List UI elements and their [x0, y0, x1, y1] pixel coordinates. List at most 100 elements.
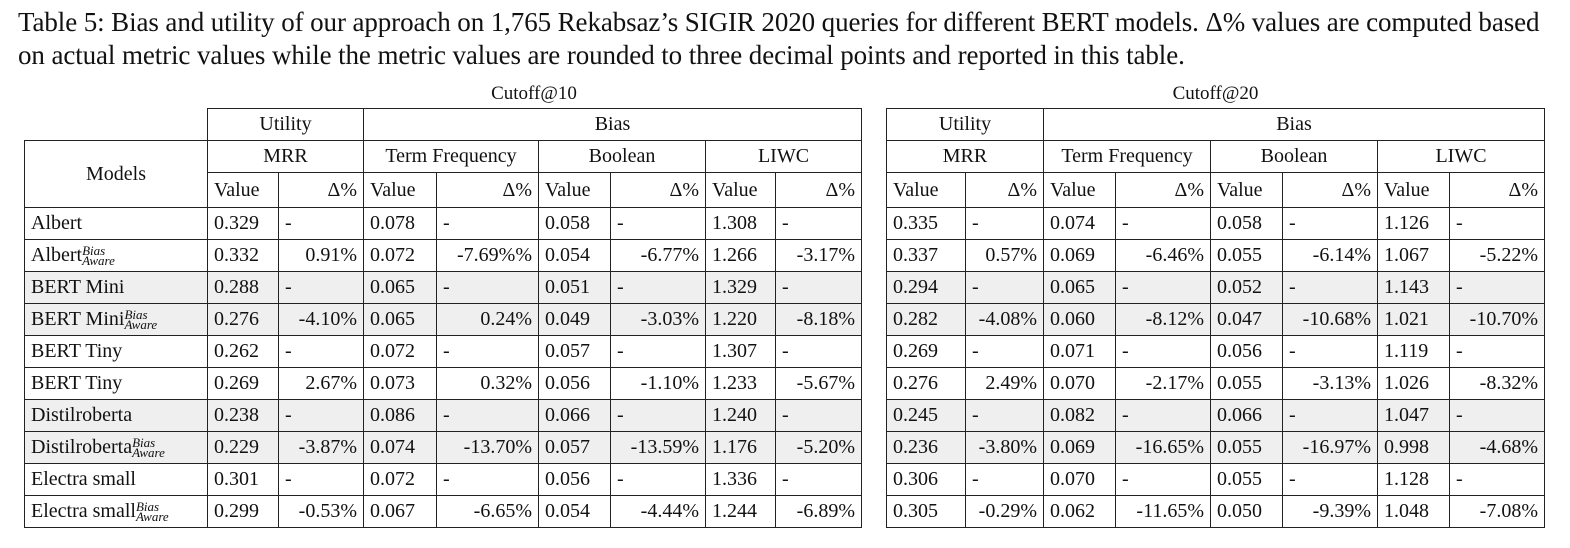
delta-cell: -6.77%	[610, 239, 706, 272]
value-header: Value	[1377, 172, 1450, 208]
value-cell: 0.057	[538, 335, 611, 368]
delta-cell: -6.46%	[1115, 239, 1211, 272]
delta-cell: -0.29%	[965, 495, 1044, 528]
value-cell: 0.069	[1043, 431, 1116, 464]
subheader-row: Value Δ% Value Δ% Value Δ% Value Δ%	[886, 172, 1545, 208]
delta-cell: 2.49%	[965, 367, 1044, 400]
model-name: BERT Tiny	[31, 372, 123, 394]
table-row: BERT Mini Bias Aware 0.276 -4.10% 0.065 0.24% 0…	[24, 303, 862, 336]
model-name: Electra small	[31, 468, 136, 490]
boolean-header: Boolean	[538, 140, 706, 173]
value-cell: 0.056	[1210, 335, 1283, 368]
value-cell: 1.126	[1377, 207, 1450, 240]
table-row: 0.335-0.074-0.058-1.126-	[886, 207, 1545, 240]
delta-cell: -	[278, 207, 364, 240]
delta-cell: -	[436, 335, 539, 368]
mrr-header: MRR	[207, 140, 364, 173]
value-cell: 1.176	[705, 431, 776, 464]
delta-cell: -7.08%	[1449, 495, 1545, 528]
value-cell: 1.119	[1377, 335, 1450, 368]
delta-cell: -	[610, 335, 706, 368]
delta-cell: -5.22%	[1449, 239, 1545, 272]
value-cell: 0.057	[538, 431, 611, 464]
delta-cell: -	[1115, 463, 1211, 496]
value-cell: 0.998	[1377, 431, 1450, 464]
delta-cell: -	[775, 335, 862, 368]
bias-superscript: Bias	[132, 435, 156, 451]
value-cell: 0.054	[538, 495, 611, 528]
value-cell: 1.244	[705, 495, 776, 528]
delta-cell: -	[1115, 207, 1211, 240]
utility-header: Utility	[207, 108, 364, 141]
value-cell: 0.060	[1043, 303, 1116, 336]
value-cell: 0.086	[363, 399, 437, 432]
delta-cell: 0.32%	[436, 367, 539, 400]
value-header: Value	[886, 172, 966, 208]
delta-cell: -	[965, 335, 1044, 368]
table-caption: Table 5: Bias and utility of our approac…	[18, 7, 1540, 70]
value-cell: 0.049	[538, 303, 611, 336]
value-cell: 0.294	[886, 271, 966, 304]
delta-cell: -	[1282, 399, 1378, 432]
value-cell: 0.245	[886, 399, 966, 432]
delta-cell: -16.65%	[1115, 431, 1211, 464]
delta-cell: -16.97%	[1282, 431, 1378, 464]
value-cell: 0.082	[1043, 399, 1116, 432]
value-cell: 0.262	[207, 335, 279, 368]
delta-cell: 2.67%	[278, 367, 364, 400]
value-cell: 1.233	[705, 367, 776, 400]
table-row: 0.236 -3.80% 0.069 -16.65% 0.055 -16.97% 0.998…	[886, 431, 1545, 464]
delta-header: Δ%	[436, 172, 539, 208]
delta-cell: -3.13%	[1282, 367, 1378, 400]
value-cell: 0.066	[538, 399, 611, 432]
value-cell: 0.070	[1043, 367, 1116, 400]
value-cell: 0.269	[886, 335, 966, 368]
delta-cell: -	[610, 271, 706, 304]
delta-cell: -6.89%	[775, 495, 862, 528]
table-row: Distilroberta Bias Aware 0.229 -3.87% 0.074 -1…	[24, 431, 862, 464]
table-row: 0.294-0.065-0.052-1.143-	[886, 271, 1545, 304]
value-cell: 0.072	[363, 335, 437, 368]
value-cell: 1.021	[1377, 303, 1450, 336]
delta-cell: -8.32%	[1449, 367, 1545, 400]
bias-superscript: Bias	[124, 307, 148, 323]
delta-header: Δ%	[278, 172, 364, 208]
value-cell: 0.051	[538, 271, 611, 304]
aware-subscript: Aware	[82, 253, 115, 269]
bias-header: Bias	[1043, 108, 1545, 141]
value-cell: 0.067	[363, 495, 437, 528]
delta-cell: -11.65%	[1115, 495, 1211, 528]
utility-header: Utility	[886, 108, 1044, 141]
delta-cell: -	[610, 207, 706, 240]
value-cell: 0.065	[363, 271, 437, 304]
delta-cell: -	[436, 207, 539, 240]
model-name-cell: BERT Mini Bias Aware	[24, 303, 208, 336]
cutoff20-title: Cutoff@20	[1172, 83, 1259, 104]
mrr-header: MRR	[886, 140, 1044, 173]
delta-cell: -3.17%	[775, 239, 862, 272]
delta-cell: -	[1282, 463, 1378, 496]
delta-cell: -13.70%	[436, 431, 539, 464]
delta-cell: -3.03%	[610, 303, 706, 336]
value-cell: 0.074	[1043, 207, 1116, 240]
value-cell: 1.266	[705, 239, 776, 272]
table-row: 0.306-0.070-0.055-1.128-	[886, 463, 1545, 496]
delta-cell: -	[1449, 399, 1545, 432]
value-header: Value	[705, 172, 776, 208]
delta-cell: -	[775, 271, 862, 304]
model-name: Albert	[31, 212, 83, 234]
delta-header: Δ%	[1282, 172, 1378, 208]
delta-cell: -2.17%	[1115, 367, 1211, 400]
aware-subscript: Aware	[132, 445, 165, 461]
table-row: Albert 0.329-0.078-0.058-1.308-	[24, 207, 862, 240]
value-cell: 0.069	[1043, 239, 1116, 272]
value-cell: 0.072	[363, 239, 437, 272]
value-cell: 0.072	[363, 463, 437, 496]
value-cell: 0.288	[207, 271, 279, 304]
model-name: Electra small	[31, 500, 136, 522]
subheader-row: Value Δ% Value Δ% Value Δ% Value Δ%	[25, 172, 862, 208]
delta-cell: -	[1449, 271, 1545, 304]
model-name: BERT Mini	[31, 308, 125, 330]
delta-cell: -	[775, 399, 862, 432]
table-row: 0.276 2.49% 0.070 -2.17% 0.055 -3.13% 1.026 -8.…	[886, 367, 1545, 400]
